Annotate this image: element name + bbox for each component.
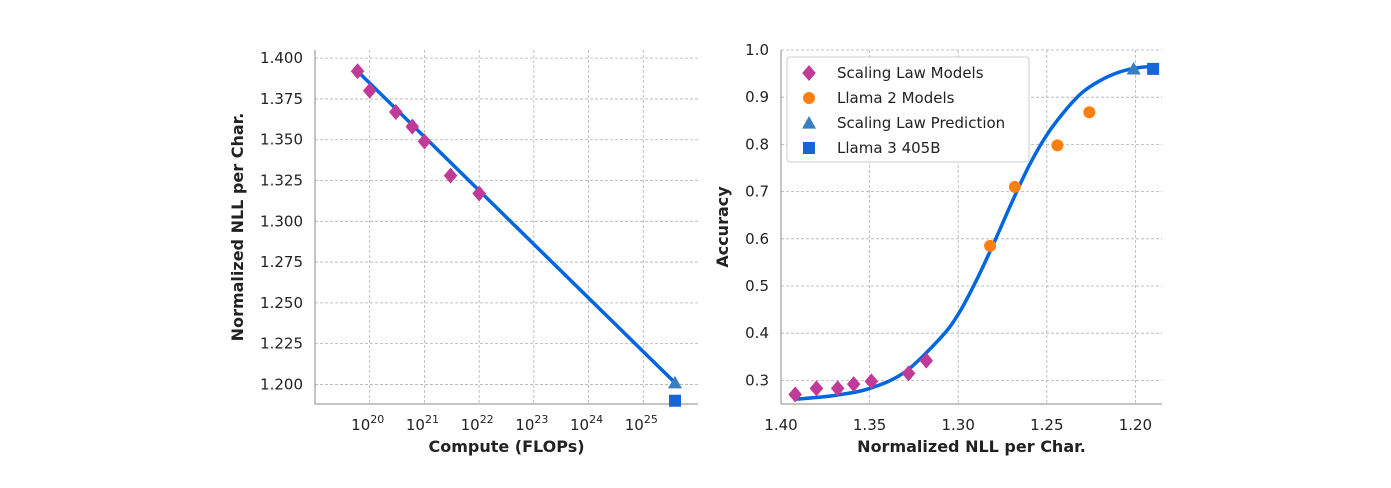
x-tick-label: 1020: [351, 413, 384, 434]
data-point: [443, 167, 458, 184]
x-tick-label: 1021: [406, 413, 439, 434]
y-axis-label: Accuracy: [713, 186, 732, 268]
y-axis-label: Normalized NLL per Char.: [228, 113, 247, 342]
y-tick-label: 0.9: [745, 88, 769, 106]
y-tick-label: 1.400: [260, 49, 303, 67]
data-point: [362, 82, 377, 99]
y-tick-label: 1.350: [260, 131, 303, 149]
legend-marker: [802, 116, 816, 129]
data-point: [846, 376, 861, 393]
legend-marker: [803, 142, 815, 154]
right-chart-nll-vs-accuracy: 1.40 1.35 1.30 1.25 1.20 0.3 0.4 0.5 0.6 0.7 0.8 0.…: [713, 41, 1162, 456]
left-chart-compute-vs-nll: 1020 1021 1022 1023 1024 1025 1.200 1.225 1.250 1…: [228, 49, 698, 456]
data-point: [1083, 106, 1096, 119]
x-tick-label: 1023: [515, 413, 548, 434]
y-tick-label: 1.300: [260, 212, 303, 230]
data-point: [350, 63, 365, 80]
data-point: [1147, 62, 1160, 75]
y-tick-label: 1.250: [260, 294, 303, 312]
data-point: [389, 103, 403, 120]
y-tick-label: 0.4: [745, 324, 769, 342]
data-point: [669, 394, 682, 407]
data-point: [1051, 139, 1064, 152]
fit-line: [356, 69, 677, 385]
x-tick-label: 1.30: [942, 416, 975, 434]
y-tick-label: 0.5: [745, 277, 769, 295]
y-tick-label: 1.0: [745, 41, 769, 59]
data-point: [901, 365, 916, 382]
data-point: [809, 380, 824, 397]
legend-label: Scaling Law Models: [837, 64, 984, 82]
legend-marker: [803, 92, 815, 104]
data-point: [864, 373, 879, 390]
data-point: [1126, 61, 1141, 75]
x-tick-label: 1025: [625, 413, 658, 434]
y-tick-label: 0.6: [745, 230, 769, 248]
legend-box: [786, 56, 1030, 163]
y-tick-label: 1.275: [260, 253, 303, 271]
x-tick-label: 1.25: [1030, 416, 1063, 434]
legend: Scaling Law Models Llama 2 Models Scaling …: [786, 56, 1030, 163]
y-tick-label: 1.325: [260, 172, 303, 190]
legend-label: Scaling Law Prediction: [837, 114, 1005, 132]
y-tick-label: 1.200: [260, 375, 303, 393]
data-point: [668, 375, 683, 389]
y-tick-label: 0.8: [745, 135, 769, 153]
data-point: [788, 386, 802, 403]
fit-curve: [795, 64, 1154, 402]
legend-label: Llama 3 405B: [837, 139, 941, 157]
y-tick-label: 1.225: [260, 335, 303, 353]
y-tick-label: 0.7: [745, 183, 769, 201]
data-point: [472, 185, 486, 202]
data-point: [405, 118, 420, 135]
x-tick-label: 1024: [570, 413, 603, 434]
data-point: [1008, 180, 1021, 193]
legend-label: Llama 2 Models: [837, 89, 955, 107]
x-tick-label: 1.20: [1119, 416, 1152, 434]
data-point: [417, 133, 432, 150]
x-tick-label: 1.35: [853, 416, 886, 434]
data-point: [919, 352, 934, 369]
y-tick-label: 1.375: [260, 90, 303, 108]
legend-marker: [802, 65, 816, 81]
x-tick-label: 1022: [461, 413, 494, 434]
data-point: [830, 380, 845, 397]
x-axis-label: Normalized NLL per Char.: [857, 437, 1086, 456]
data-point: [984, 239, 997, 252]
y-tick-label: 0.3: [745, 371, 769, 389]
x-tick-label: 1.40: [764, 416, 797, 434]
x-axis-label: Compute (FLOPs): [428, 437, 584, 456]
